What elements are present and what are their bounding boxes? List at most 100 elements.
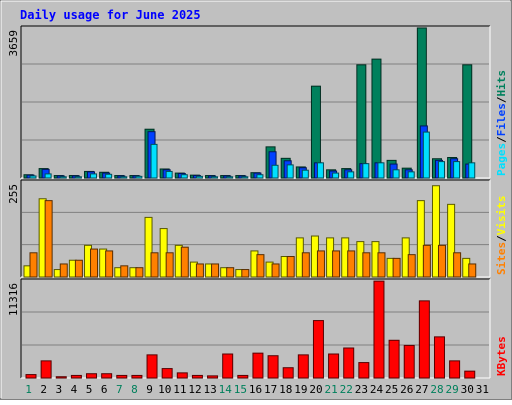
x-tick-label-day-22: 22 [340,383,353,396]
x-tick-label-day-18: 18 [279,383,292,396]
x-tick-label-day-28: 28 [430,383,443,396]
x-tick-label-day-21: 21 [325,383,338,396]
bar-kbytes-day-10 [161,368,173,379]
bar-visits-day-9 [144,216,153,278]
bar-kbytes-day-24 [373,280,385,379]
bar-kbytes-day-25 [388,339,400,379]
bar-kbytes-day-8 [131,374,143,379]
bar-sites-day-26 [407,254,416,278]
bar-sites-day-18 [286,256,295,278]
bar-visits-day-28 [431,185,440,278]
bar-pages-day-10 [165,170,173,179]
x-tick-label-day-16: 16 [249,383,262,396]
x-tick-label-day-8: 8 [131,383,138,396]
x-tick-label-day-1: 1 [25,383,32,396]
bar-sites-day-19 [301,252,310,278]
x-tick-label-day-15: 15 [234,383,247,396]
legend-separator: / [495,96,508,103]
bar-kbytes-day-26 [403,344,415,379]
x-tick-label-day-24: 24 [370,383,384,396]
bar-hits-day-30 [462,64,473,179]
chart-panels: 3659Pages/Files/Hits255Sites/Visits11316… [7,25,508,379]
x-tick-label-day-5: 5 [86,383,93,396]
bar-sites-day-11 [180,246,189,278]
bar-kbytes-day-1 [25,374,37,379]
bar-sites-day-2 [44,200,53,278]
x-tick-label-day-14: 14 [219,383,233,396]
bar-pages-day-29 [453,161,461,179]
bar-pages-day-12 [195,175,203,179]
bar-pages-day-19 [301,169,309,179]
x-tick-label-day-11: 11 [173,383,186,396]
bar-pages-day-3 [59,176,67,179]
legend-pages: Pages [495,143,508,176]
bar-sites-day-14 [226,267,235,278]
x-tick-label-day-31: 31 [476,383,489,396]
x-tick-label-day-4: 4 [71,383,78,396]
bar-sites-day-28 [437,244,446,278]
bar-sites-day-17 [271,263,280,278]
bar-pages-day-11 [180,174,188,179]
legend-kbytes: KBytes [495,336,508,376]
bar-pages-day-18 [286,164,294,179]
legend-files: Files [495,103,508,136]
x-tick-label-day-23: 23 [355,383,368,396]
bar-pages-day-20 [316,162,324,179]
x-tick-label-day-26: 26 [400,383,413,396]
bar-pages-day-23 [362,163,370,179]
y-max-label: 3659 [7,30,20,57]
x-tick-label-day-12: 12 [188,383,201,396]
bar-sites-day-1 [29,252,38,278]
bar-sites-day-12 [195,263,204,278]
bar-visits-day-27 [416,200,425,278]
bar-kbytes-day-22 [343,347,355,379]
bar-kbytes-day-28 [433,336,445,379]
x-tick-label-day-6: 6 [101,383,108,396]
x-tick-label-day-3: 3 [56,383,63,396]
y-max-label: 255 [7,184,20,204]
bar-pages-day-30 [468,162,476,179]
x-tick-label-day-9: 9 [146,383,153,396]
bar-sites-day-9 [150,252,159,278]
bar-pages-day-6 [105,173,113,179]
x-tick-label-day-20: 20 [309,383,322,396]
x-tick-label-day-17: 17 [264,383,277,396]
bar-pages-day-17 [271,164,279,179]
bar-kbytes-day-7 [116,374,128,379]
bar-sites-day-3 [59,263,68,278]
bar-kbytes-day-18 [282,367,294,379]
legend-separator: / [495,235,508,242]
bar-sites-day-4 [74,259,83,278]
bar-kbytes-day-15 [237,374,249,379]
bar-kbytes-day-19 [297,354,309,379]
x-tick-label-day-13: 13 [203,383,216,396]
bar-pages-day-13 [211,176,219,179]
legend-hits: Hits [495,70,508,97]
legend-visits: Visits [495,196,508,236]
bar-pages-day-26 [407,171,415,179]
y-max-label: 11316 [7,283,20,316]
x-tick-label-day-19: 19 [294,383,307,396]
chart-title: Daily usage for June 2025 [20,8,201,22]
bar-pages-day-28 [437,161,445,179]
bar-visits-day-29 [447,203,456,278]
bar-kbytes-day-9 [146,354,158,379]
legend-visits-sites: Sites/Visits [495,196,508,276]
bar-sites-day-23 [362,252,371,278]
bar-pages-day-24 [377,162,385,179]
bar-pages-day-25 [392,169,400,179]
panel-kbytes: 11316 KBytes [7,278,508,379]
bar-kbytes-day-29 [449,360,461,379]
bar-sites-day-25 [392,257,401,278]
bar-pages-day-8 [135,175,143,179]
bar-sites-day-24 [377,252,386,278]
x-tick-label-day-7: 7 [116,383,123,396]
bar-sites-day-16 [256,254,265,278]
bar-sites-day-21 [332,250,341,278]
bar-pages-day-2 [44,173,52,179]
bar-hits-day-23 [356,64,367,179]
bar-pages-day-21 [332,172,340,179]
